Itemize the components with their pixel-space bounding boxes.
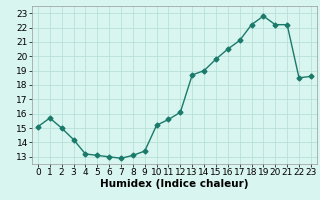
X-axis label: Humidex (Indice chaleur): Humidex (Indice chaleur) bbox=[100, 179, 249, 189]
